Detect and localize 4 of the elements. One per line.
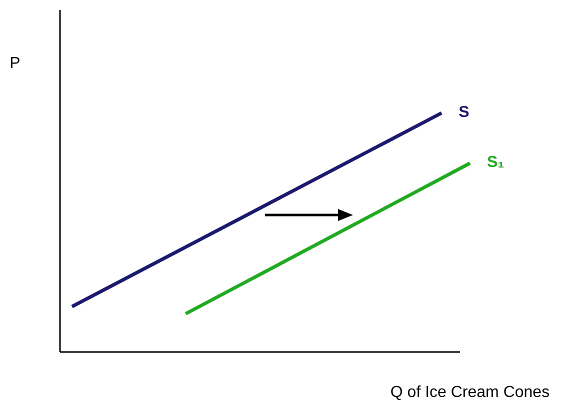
- x-axis-title: Q of Ice Cream Cones: [390, 384, 550, 401]
- y-axis-title: P: [10, 55, 20, 72]
- series-label: S₁: [487, 154, 505, 172]
- series-label: S: [458, 104, 470, 121]
